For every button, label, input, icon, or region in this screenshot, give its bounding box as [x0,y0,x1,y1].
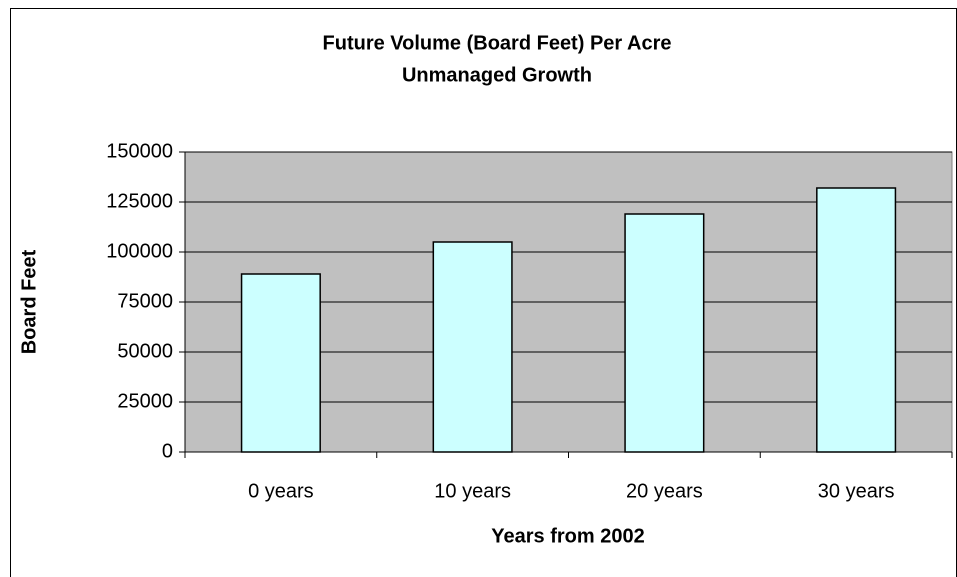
x-tick-label: 30 years [818,480,895,502]
y-tick-label: 150000 [106,140,173,162]
y-tick-label: 100000 [106,240,173,262]
x-axis-title: Years from 2002 [491,525,644,547]
y-axis-title: Board Feet [18,249,40,354]
y-tick-label: 25000 [117,390,173,412]
bar [240,273,321,453]
bar [816,187,897,453]
y-tick-label: 0 [162,440,173,462]
y-tick-label: 75000 [117,290,173,312]
chart-title: Future Volume (Board Feet) Per Acre [323,32,672,54]
x-tick-label: 20 years [626,480,703,502]
x-tick-label: 0 years [248,480,314,502]
chart-subtitle: Unmanaged Growth [402,64,592,86]
x-tick-label: 10 years [434,480,511,502]
y-tick-label: 50000 [117,340,173,362]
bar [432,241,513,453]
bar [624,213,705,453]
y-tick-label: 125000 [106,190,173,212]
